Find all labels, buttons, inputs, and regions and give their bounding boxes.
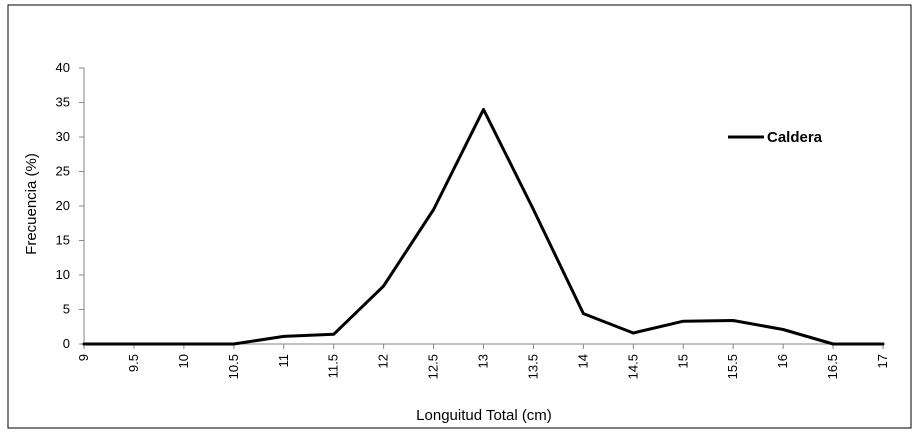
- y-axis-title: Frecuencia (%): [23, 153, 40, 255]
- x-tick-label: 9: [76, 354, 91, 361]
- x-tick-label: 14.5: [625, 354, 640, 379]
- x-tick-label: 14: [575, 354, 590, 368]
- legend-label-caldera: Caldera: [767, 129, 823, 146]
- y-tick-label: 10: [56, 267, 70, 282]
- x-tick-label: 12.5: [426, 354, 441, 379]
- x-tick-label: 16: [775, 354, 790, 368]
- x-tick-label: 9.5: [126, 354, 141, 372]
- x-tick-label: 16.5: [825, 354, 840, 379]
- y-tick-label: 30: [56, 129, 70, 144]
- x-tick-label: 12: [376, 354, 391, 368]
- y-tick-label: 0: [63, 336, 70, 351]
- x-axis-title: Longuitud Total (cm): [416, 407, 552, 424]
- x-tick-label: 10: [176, 354, 191, 368]
- y-tick-label: 15: [56, 233, 70, 248]
- x-tick-label: 10.5: [226, 354, 241, 379]
- x-tick-label: 17: [875, 354, 890, 368]
- x-tick-label: 15.5: [725, 354, 740, 379]
- x-tick-label: 13.5: [525, 354, 540, 379]
- y-tick-label: 5: [63, 302, 70, 317]
- x-tick-label: 11.5: [326, 354, 341, 378]
- x-tick-label: 15: [675, 354, 690, 368]
- y-tick-label: 35: [56, 95, 70, 110]
- y-tick-label: 40: [56, 60, 70, 75]
- x-tick-label: 11: [276, 354, 291, 368]
- y-tick-label: 25: [56, 164, 70, 179]
- y-tick-label: 20: [56, 198, 70, 213]
- x-tick-label: 13: [476, 354, 491, 368]
